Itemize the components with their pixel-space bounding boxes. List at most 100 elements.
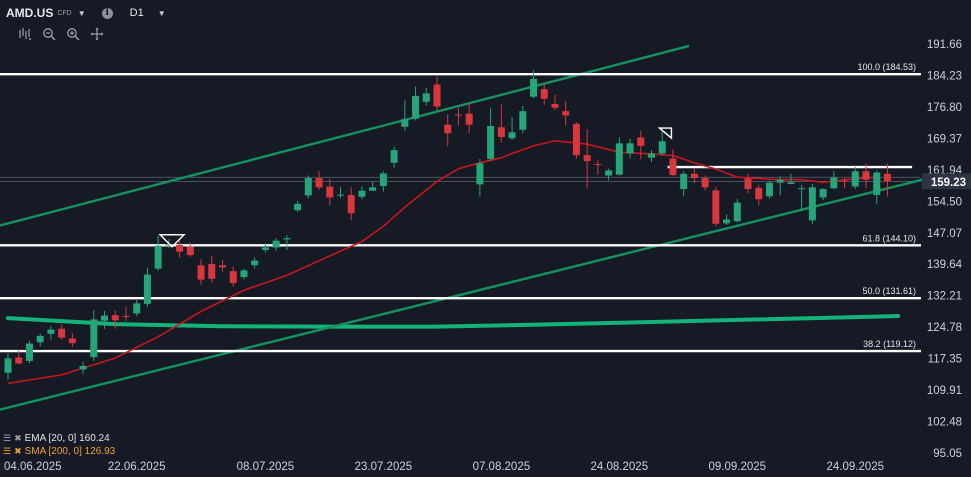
candle-body <box>648 153 655 158</box>
chevron-down-icon[interactable]: ▼ <box>77 8 86 18</box>
y-axis-tick-label: 154.50 <box>927 196 962 208</box>
candle-body <box>336 194 344 196</box>
sma200-line <box>6 314 901 329</box>
zoom-out-icon[interactable] <box>42 27 56 41</box>
instrument-type-label: CFD <box>57 9 72 17</box>
candle-body <box>15 357 23 364</box>
current-price-tag <box>922 173 971 190</box>
close-icon[interactable]: ✖ <box>14 433 22 443</box>
channel-upper-line <box>0 44 690 227</box>
candle-body <box>851 171 859 187</box>
candle-body <box>540 89 548 99</box>
chart-toolbar <box>18 27 104 41</box>
candle-body <box>251 260 259 266</box>
candle-body <box>219 265 226 268</box>
settings-icon[interactable]: ☰ <box>3 446 12 456</box>
candle-body <box>90 319 98 358</box>
candle-body <box>379 173 387 187</box>
candle-body <box>669 158 677 176</box>
y-axis-tick-label: 147.07 <box>927 228 962 240</box>
alert-triangle-icon <box>158 234 186 248</box>
candle-body <box>862 171 870 180</box>
candle-body <box>25 343 33 361</box>
candle-body <box>111 315 119 321</box>
y-axis-tick-label: 169.37 <box>927 133 962 145</box>
timeframe-value: D1 <box>129 7 144 19</box>
candle-body <box>755 187 763 200</box>
candle-body <box>186 246 194 256</box>
ema-legend[interactable]: ☰ ✖ EMA [20, 0] 160.24 <box>3 433 110 444</box>
candle-body <box>819 189 827 198</box>
candle-body <box>347 194 355 214</box>
sma-legend[interactable]: ☰ ✖ SMA [200, 0] 126.93 <box>3 446 115 457</box>
candle-body <box>197 265 205 280</box>
y-axis-tick-label: 109.91 <box>927 385 962 397</box>
candle-body <box>723 219 731 224</box>
channel-lower-line <box>0 178 925 411</box>
alert-triangle-icon <box>657 127 673 140</box>
settings-icon[interactable]: ☰ <box>3 433 12 443</box>
candle-body <box>143 274 151 304</box>
candle-body <box>154 245 162 269</box>
candle-body <box>79 366 87 370</box>
candle-body <box>283 238 291 240</box>
candle-body <box>680 173 688 190</box>
candle-body <box>873 172 881 195</box>
candle-body <box>594 164 602 166</box>
candle-body <box>841 180 849 182</box>
candle-body <box>58 328 66 338</box>
y-axis-tick-label: 139.64 <box>927 259 963 271</box>
y-axis-tick-label: 176.80 <box>927 102 962 114</box>
current-price-label: 159.23 <box>931 177 966 189</box>
candle-body <box>36 335 44 343</box>
x-axis-tick-label: 08.07.2025 <box>237 461 295 473</box>
candle-body <box>519 111 527 130</box>
candle-body <box>444 124 452 134</box>
bars-icon[interactable] <box>18 27 32 41</box>
timeframe-select[interactable]: D1 ▼ <box>125 6 171 20</box>
candle-body <box>101 315 109 321</box>
candle-body <box>176 244 184 252</box>
candle-body <box>637 137 645 146</box>
x-axis-tick-label: 24.08.2025 <box>591 461 649 473</box>
zoom-in-icon[interactable] <box>66 27 80 41</box>
chevron-down-icon: ▼ <box>157 8 166 18</box>
candle-body <box>68 338 76 344</box>
candle-body <box>369 187 377 191</box>
candle-body <box>465 113 473 125</box>
candle-body <box>776 179 784 183</box>
crosshair-move-icon[interactable] <box>90 27 104 41</box>
candle-body <box>497 127 505 137</box>
fib-level-label: 38.2 (119.12) <box>863 339 916 349</box>
candle-body <box>454 114 462 116</box>
candle-body <box>808 187 816 221</box>
fib-level-label: 61.8 (144.10) <box>862 233 916 243</box>
candle-body <box>883 173 891 182</box>
x-axis-tick-label: 07.08.2025 <box>473 461 531 473</box>
candle-body <box>272 240 280 248</box>
close-icon[interactable]: ✖ <box>14 446 22 456</box>
candle-body <box>690 173 698 179</box>
chart-header: AMD.US CFD ▼ i D1 ▼ <box>6 4 171 22</box>
fib-level-label: 50.0 (131.61) <box>862 286 916 296</box>
candle-body <box>422 93 430 102</box>
x-axis-tick-label: 09.09.2025 <box>709 461 767 473</box>
candle-body <box>530 78 538 97</box>
x-axis-tick-label: 24.09.2025 <box>826 461 884 473</box>
candle-body <box>240 270 248 278</box>
candle-body <box>487 125 495 159</box>
candle-body <box>304 178 312 196</box>
candles-group <box>4 70 891 380</box>
y-axis-tick-label: 124.78 <box>927 322 962 334</box>
candle-body <box>208 263 216 279</box>
symbol-label[interactable]: AMD.US <box>6 6 54 20</box>
candle-body <box>315 178 323 188</box>
y-axis-tick-label: 102.48 <box>927 417 962 429</box>
candle-body <box>615 143 623 175</box>
candle-body <box>830 177 838 189</box>
info-icon[interactable]: i <box>101 7 113 19</box>
candle-body <box>476 163 484 185</box>
candle-body <box>658 141 666 154</box>
candle-body <box>261 247 269 251</box>
